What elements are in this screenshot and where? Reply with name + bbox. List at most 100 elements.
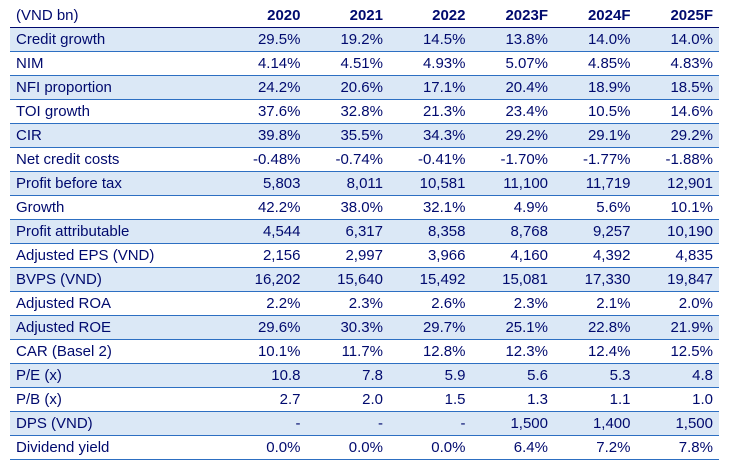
value-cell: 1,500 xyxy=(636,411,719,436)
value-cell: 5.6 xyxy=(471,363,554,388)
value-cell: 20.6% xyxy=(306,75,389,100)
value-cell: 4,544 xyxy=(224,219,307,244)
unit-header-cell: (VND bn) xyxy=(10,4,224,28)
value-cell: 10.1% xyxy=(636,195,719,220)
value-cell: 14.5% xyxy=(389,27,472,52)
value-cell: 4,160 xyxy=(471,243,554,268)
value-cell: 25.1% xyxy=(471,315,554,340)
table-row: CIR 39.8% 35.5% 34.3% 29.2% 29.1% 29.2% xyxy=(10,123,719,148)
value-cell: 17.1% xyxy=(389,75,472,100)
value-cell: 39.8% xyxy=(224,123,307,148)
value-cell: 12.8% xyxy=(389,339,472,364)
value-cell: - xyxy=(306,411,389,436)
value-cell: 7.8 xyxy=(306,363,389,388)
value-cell: 10.5% xyxy=(554,99,637,124)
value-cell: 5,803 xyxy=(224,171,307,196)
row-label-cell: Growth xyxy=(10,195,224,220)
row-label-cell: Profit before tax xyxy=(10,171,224,196)
value-cell: 2,156 xyxy=(224,243,307,268)
value-cell: 10,190 xyxy=(636,219,719,244)
value-cell: 18.5% xyxy=(636,75,719,100)
value-cell: 11,719 xyxy=(554,171,637,196)
value-cell: 4.85% xyxy=(554,51,637,76)
value-cell: 22.8% xyxy=(554,315,637,340)
value-cell: 1.0 xyxy=(636,387,719,412)
year-header-cell: 2024F xyxy=(554,4,637,28)
table-row: Profit before tax 5,803 8,011 10,581 11,100 1… xyxy=(10,171,719,196)
value-cell: 1,500 xyxy=(471,411,554,436)
value-cell: 29.2% xyxy=(471,123,554,148)
value-cell: 15,081 xyxy=(471,267,554,292)
value-cell: 4.83% xyxy=(636,51,719,76)
value-cell: -0.74% xyxy=(306,147,389,172)
table-header-row: (VND bn) 2020 2021 2022 2023F 2024F 2025F xyxy=(10,4,719,28)
value-cell: 6,317 xyxy=(306,219,389,244)
value-cell: 21.9% xyxy=(636,315,719,340)
value-cell: 10.1% xyxy=(224,339,307,364)
value-cell: 34.3% xyxy=(389,123,472,148)
table-row: Growth 42.2% 38.0% 32.1% 4.9% 5.6% 10.1% xyxy=(10,195,719,220)
year-header-cell: 2020 xyxy=(224,4,307,28)
value-cell: 1.5 xyxy=(389,387,472,412)
value-cell: 30.3% xyxy=(306,315,389,340)
table-body: Credit growth 29.5% 19.2% 14.5% 13.8% 14.0% 14… xyxy=(10,27,719,460)
value-cell: 20.4% xyxy=(471,75,554,100)
row-label-cell: DPS (VND) xyxy=(10,411,224,436)
value-cell: 29.1% xyxy=(554,123,637,148)
value-cell: 0.0% xyxy=(224,435,307,460)
value-cell: 8,768 xyxy=(471,219,554,244)
value-cell: 5.07% xyxy=(471,51,554,76)
value-cell: 4.93% xyxy=(389,51,472,76)
year-header-cell: 2022 xyxy=(389,4,472,28)
value-cell: 4,835 xyxy=(636,243,719,268)
row-label-cell: Dividend yield xyxy=(10,435,224,460)
table-row: TOI growth 37.6% 32.8% 21.3% 23.4% 10.5% 14.6% xyxy=(10,99,719,124)
table-row: Dividend yield 0.0% 0.0% 0.0% 6.4% 7.2% 7.8% xyxy=(10,435,719,460)
value-cell: 1,400 xyxy=(554,411,637,436)
value-cell: 4.9% xyxy=(471,195,554,220)
value-cell: 15,640 xyxy=(306,267,389,292)
value-cell: 29.6% xyxy=(224,315,307,340)
table-row: P/B (x) 2.7 2.0 1.5 1.3 1.1 1.0 xyxy=(10,387,719,412)
value-cell: 2.0 xyxy=(306,387,389,412)
value-cell: 42.2% xyxy=(224,195,307,220)
value-cell: 11,100 xyxy=(471,171,554,196)
value-cell: 32.8% xyxy=(306,99,389,124)
table-row: Adjusted ROA 2.2% 2.3% 2.6% 2.3% 2.1% 2.0% xyxy=(10,291,719,316)
value-cell: 2.3% xyxy=(471,291,554,316)
row-label-cell: Credit growth xyxy=(10,27,224,52)
value-cell: 24.2% xyxy=(224,75,307,100)
row-label-cell: P/E (x) xyxy=(10,363,224,388)
value-cell: -1.88% xyxy=(636,147,719,172)
value-cell: 4.8 xyxy=(636,363,719,388)
value-cell: 19,847 xyxy=(636,267,719,292)
value-cell: 2.1% xyxy=(554,291,637,316)
value-cell: 12.5% xyxy=(636,339,719,364)
value-cell: 8,358 xyxy=(389,219,472,244)
row-label-cell: Profit attributable xyxy=(10,219,224,244)
value-cell: 11.7% xyxy=(306,339,389,364)
value-cell: 7.8% xyxy=(636,435,719,460)
value-cell: 1.3 xyxy=(471,387,554,412)
table-row: CAR (Basel 2) 10.1% 11.7% 12.8% 12.3% 12.4% 12… xyxy=(10,339,719,364)
value-cell: 15,492 xyxy=(389,267,472,292)
value-cell: -0.41% xyxy=(389,147,472,172)
value-cell: 35.5% xyxy=(306,123,389,148)
value-cell: 12.3% xyxy=(471,339,554,364)
value-cell: 8,011 xyxy=(306,171,389,196)
value-cell: 38.0% xyxy=(306,195,389,220)
value-cell: 10.8 xyxy=(224,363,307,388)
row-label-cell: CAR (Basel 2) xyxy=(10,339,224,364)
value-cell: 12.4% xyxy=(554,339,637,364)
value-cell: 4.51% xyxy=(306,51,389,76)
value-cell: 16,202 xyxy=(224,267,307,292)
row-label-cell: Adjusted ROA xyxy=(10,291,224,316)
table-row: Adjusted EPS (VND) 2,156 2,997 3,966 4,160 4,… xyxy=(10,243,719,268)
year-header-cell: 2023F xyxy=(471,4,554,28)
table-row: Adjusted ROE 29.6% 30.3% 29.7% 25.1% 22.8% 21.… xyxy=(10,315,719,340)
value-cell: 14.6% xyxy=(636,99,719,124)
value-cell: 32.1% xyxy=(389,195,472,220)
value-cell: 29.7% xyxy=(389,315,472,340)
year-header-cell: 2021 xyxy=(306,4,389,28)
value-cell: 17,330 xyxy=(554,267,637,292)
